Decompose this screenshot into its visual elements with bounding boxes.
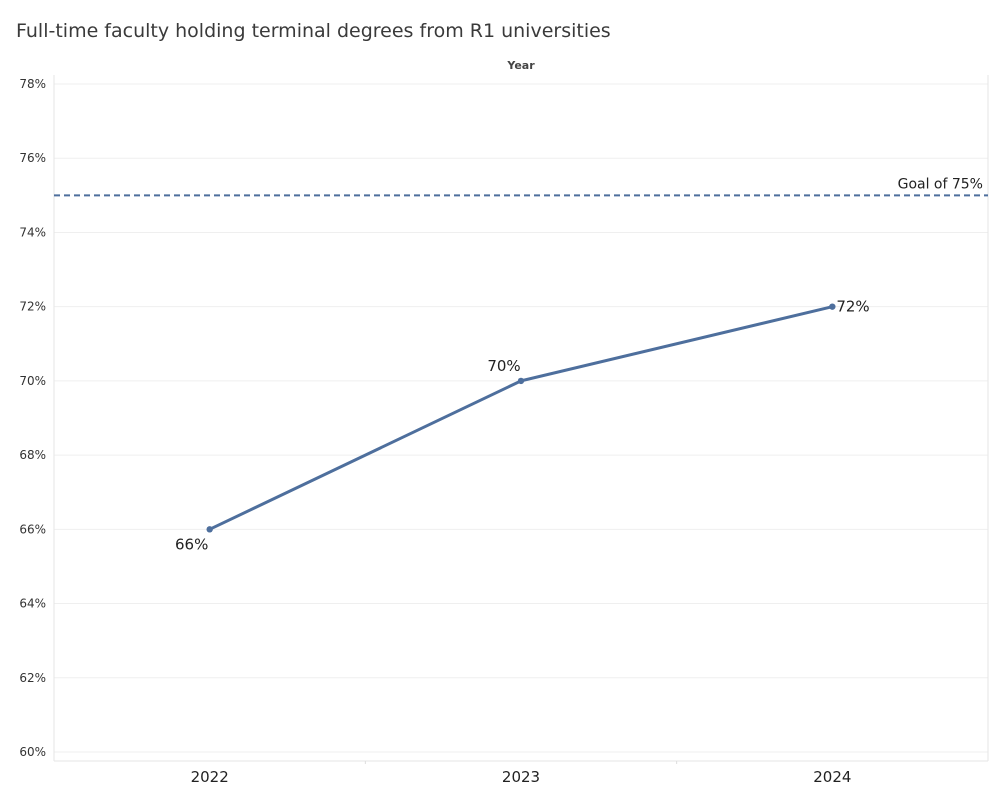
y-tick-label: 74% [19,225,46,239]
x-axis-title: Year [506,59,535,72]
data-point[interactable] [829,303,836,310]
y-tick-label: 72% [19,300,46,314]
y-tick-label: 76% [19,151,46,165]
x-tick-label: 2022 [191,768,229,786]
data-point[interactable] [517,377,525,385]
x-tick-label: 2024 [813,768,851,786]
goal-reference-label: Goal of 75% [898,176,983,192]
data-label: 66% [175,535,208,553]
data-label: 72% [836,298,869,316]
y-tick-label: 70% [19,374,46,388]
data-point[interactable] [206,526,213,533]
y-tick-label: 68% [19,448,46,462]
y-tick-label: 78% [19,77,46,91]
y-tick-label: 60% [19,745,46,759]
data-label: 70% [487,357,520,375]
x-tick-label: 2023 [502,768,540,786]
y-tick-label: 64% [19,597,46,611]
series-line [209,305,833,531]
y-tick-label: 66% [19,522,46,536]
y-tick-label: 62% [19,671,46,685]
chart-title: Full-time faculty holding terminal degre… [16,20,611,42]
